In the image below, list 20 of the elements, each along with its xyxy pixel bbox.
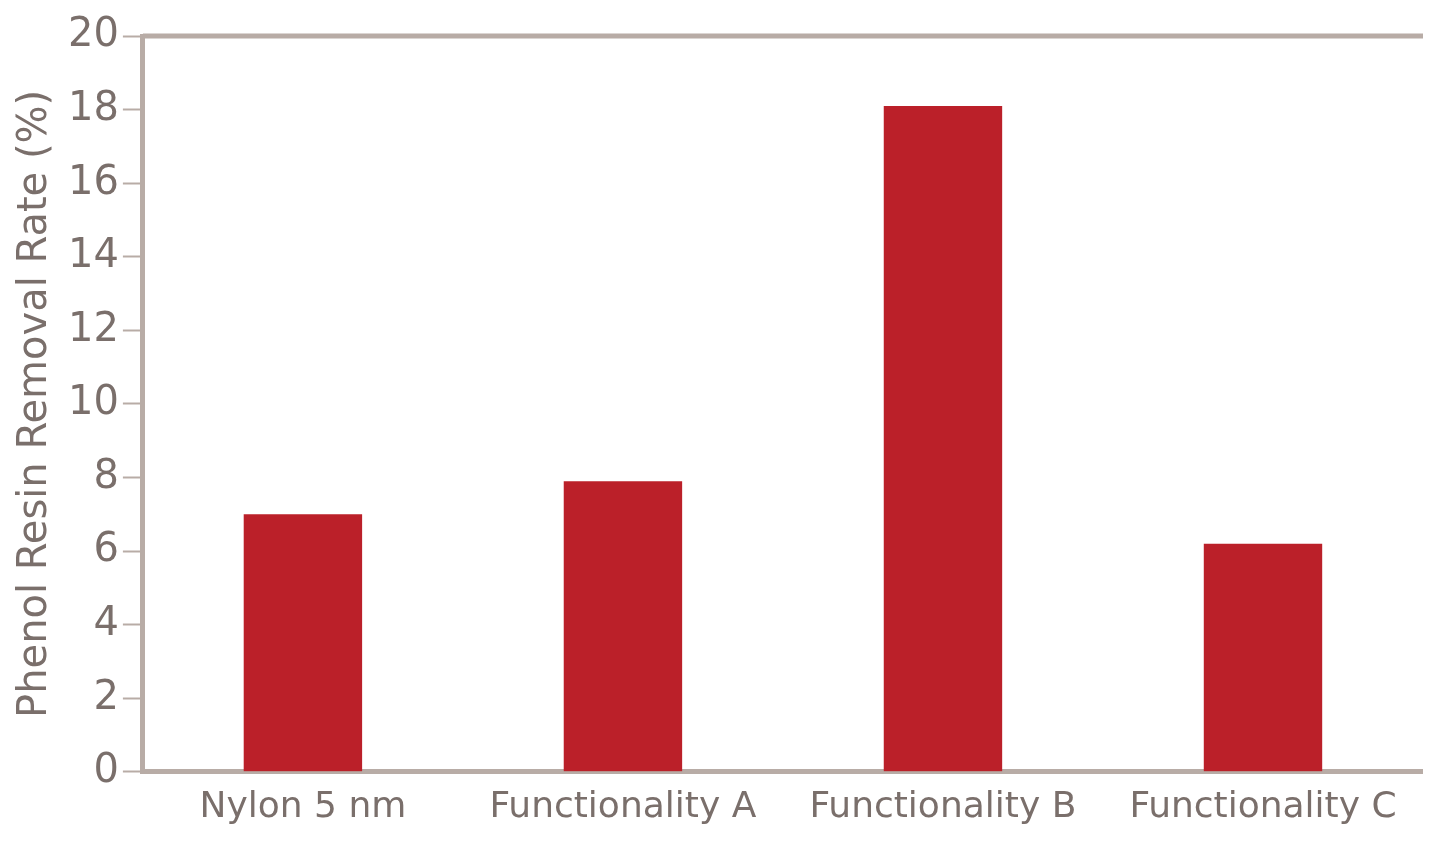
y-tick-label: 12 [67,303,119,350]
y-tick-label: 16 [67,156,119,203]
y-tick-label: 20 [67,9,119,56]
y-tick-label: 14 [67,230,119,277]
y-tick-label: 18 [67,82,119,129]
y-tick-label: 10 [67,377,119,424]
bar [883,105,1003,772]
x-tick-label: Functionality C [1129,783,1397,825]
x-tick-label: Functionality A [489,783,757,825]
bar [563,481,683,772]
bar [243,514,363,772]
x-tick-label: Nylon 5 nm [199,783,407,825]
y-tick-label: 6 [93,524,119,571]
bar [1203,543,1323,772]
y-tick-label: 2 [93,671,119,718]
y-tick-label: 4 [93,598,119,645]
y-axis-title: Phenol Resin Removal Rate (%) [9,89,56,718]
x-tick-label: Functionality B [809,783,1077,825]
y-tick-label: 8 [93,450,119,497]
y-tick-label: 0 [93,745,119,792]
